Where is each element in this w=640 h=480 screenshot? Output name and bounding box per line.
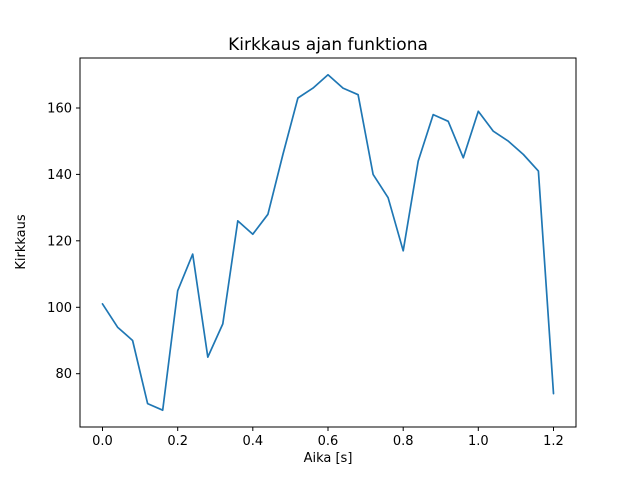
x-axis-label: Aika [s] (304, 451, 353, 466)
y-tick-label: 120 (47, 234, 72, 249)
data-line (101, 73, 555, 412)
x-tick-label: 0.4 (242, 434, 263, 449)
y-tick-label: 140 (47, 168, 72, 183)
y-tick-label: 80 (55, 367, 72, 382)
x-tick-label: 0.6 (318, 434, 339, 449)
plot-content: 0.0 0.2 0.4 0.6 0.8 1.0 1.2 80 100 120 140 160 (47, 57, 577, 449)
plot-area (79, 57, 577, 428)
x-tick-label: 1.0 (468, 434, 489, 449)
x-tick-label: 0.0 (92, 434, 113, 449)
y-axis-label: Kirkkaus (14, 214, 29, 270)
chart-title: Kirkkaus ajan funktiona (228, 35, 428, 55)
x-tick-label: 1.2 (543, 434, 564, 449)
y-tick-label: 100 (47, 301, 72, 316)
y-tick-label: 160 (47, 102, 72, 117)
x-tick-label: 0.2 (167, 434, 188, 449)
x-tick-label: 0.8 (393, 434, 414, 449)
